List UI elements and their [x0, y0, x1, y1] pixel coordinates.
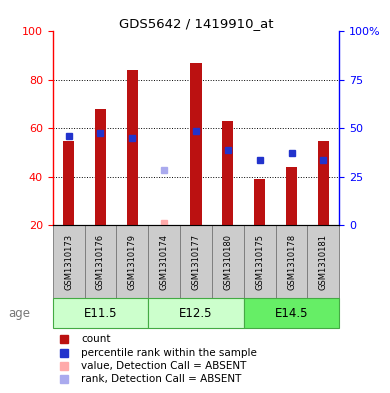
- Text: age: age: [8, 307, 30, 320]
- Text: E14.5: E14.5: [275, 307, 308, 320]
- Bar: [276, 226, 307, 298]
- Bar: [63, 141, 74, 226]
- Bar: [95, 109, 106, 226]
- Bar: [190, 63, 202, 226]
- Text: rank, Detection Call = ABSENT: rank, Detection Call = ABSENT: [81, 375, 242, 384]
- Text: GSM1310175: GSM1310175: [255, 234, 264, 290]
- Bar: [53, 298, 148, 329]
- Text: percentile rank within the sample: percentile rank within the sample: [81, 348, 257, 358]
- Bar: [127, 70, 138, 226]
- Text: GSM1310176: GSM1310176: [96, 234, 105, 290]
- Text: GSM1310174: GSM1310174: [160, 234, 168, 290]
- Bar: [85, 226, 116, 298]
- Bar: [148, 298, 244, 329]
- Text: value, Detection Call = ABSENT: value, Detection Call = ABSENT: [81, 361, 247, 371]
- Text: GSM1310178: GSM1310178: [287, 234, 296, 290]
- Bar: [222, 121, 233, 226]
- Bar: [286, 167, 297, 226]
- Title: GDS5642 / 1419910_at: GDS5642 / 1419910_at: [119, 17, 273, 30]
- Bar: [180, 226, 212, 298]
- Bar: [307, 226, 339, 298]
- Text: GSM1310177: GSM1310177: [191, 234, 200, 290]
- Text: E11.5: E11.5: [84, 307, 117, 320]
- Bar: [318, 141, 329, 226]
- Text: GSM1310173: GSM1310173: [64, 234, 73, 290]
- Bar: [116, 226, 148, 298]
- Bar: [244, 298, 339, 329]
- Bar: [148, 226, 180, 298]
- Bar: [244, 226, 276, 298]
- Bar: [53, 226, 85, 298]
- Text: count: count: [81, 334, 111, 344]
- Text: GSM1310181: GSM1310181: [319, 234, 328, 290]
- Text: GSM1310179: GSM1310179: [128, 234, 137, 290]
- Text: E12.5: E12.5: [179, 307, 213, 320]
- Text: GSM1310180: GSM1310180: [223, 234, 232, 290]
- Bar: [254, 179, 265, 226]
- Bar: [212, 226, 244, 298]
